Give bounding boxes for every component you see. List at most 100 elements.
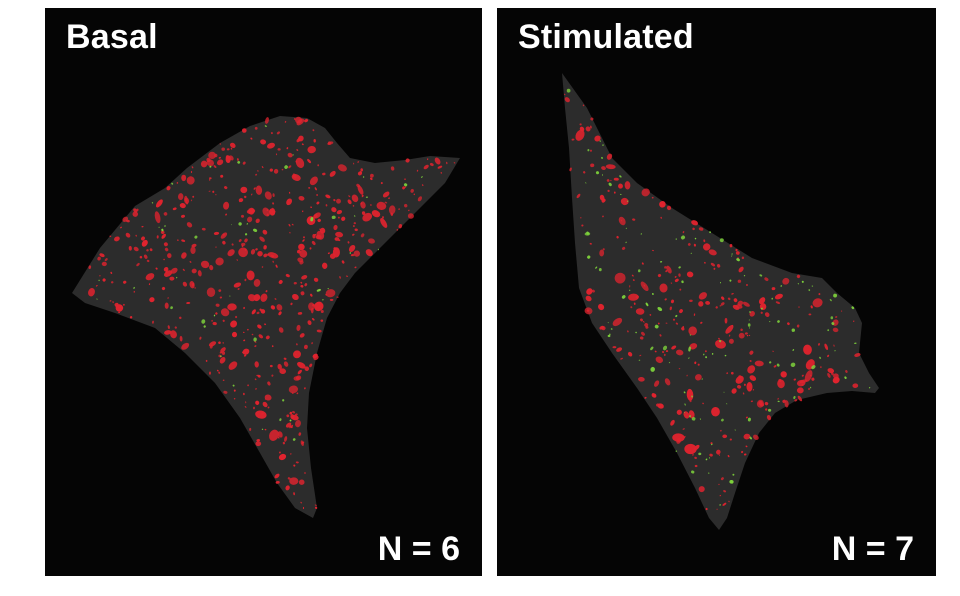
red-punctum	[407, 209, 410, 212]
red-punctum	[675, 349, 684, 356]
red-punctum	[259, 236, 265, 242]
red-punctum	[256, 438, 261, 442]
red-punctum	[262, 401, 268, 408]
red-punctum	[260, 139, 267, 145]
red-punctum	[718, 453, 721, 456]
red-punctum	[727, 297, 731, 301]
red-punctum	[774, 293, 783, 300]
green-punctum	[811, 365, 816, 370]
red-punctum	[356, 183, 361, 188]
green-punctum	[668, 361, 671, 364]
red-punctum	[236, 158, 239, 161]
red-punctum	[287, 477, 291, 480]
green-punctum	[608, 182, 612, 187]
red-punctum	[114, 236, 120, 242]
red-punctum	[206, 159, 214, 167]
red-punctum	[698, 486, 705, 493]
red-punctum	[693, 243, 697, 247]
green-punctum	[749, 327, 751, 329]
red-punctum	[242, 331, 245, 334]
red-punctum	[703, 243, 711, 251]
green-punctum	[790, 362, 796, 368]
red-punctum	[642, 320, 645, 323]
red-punctum	[317, 164, 320, 167]
red-punctum	[581, 224, 584, 227]
green-punctum	[362, 176, 365, 178]
red-punctum	[453, 162, 456, 164]
red-punctum	[620, 197, 629, 206]
red-punctum	[274, 473, 280, 479]
green-punctum	[771, 297, 773, 300]
red-punctum	[704, 350, 707, 353]
green-punctum	[777, 400, 780, 403]
green-punctum	[769, 361, 772, 364]
green-punctum	[780, 285, 782, 287]
red-punctum	[380, 218, 388, 228]
red-punctum	[731, 292, 734, 295]
red-punctum	[264, 191, 272, 200]
green-punctum	[769, 321, 771, 323]
green-punctum	[176, 276, 178, 279]
red-punctum	[325, 289, 336, 298]
red-punctum	[295, 375, 302, 381]
red-punctum	[255, 248, 258, 251]
sample-count-label: N = 7	[831, 530, 914, 568]
red-punctum	[262, 207, 271, 217]
red-punctum	[256, 374, 259, 377]
red-punctum	[348, 195, 351, 198]
red-punctum	[616, 235, 619, 239]
red-punctum	[290, 302, 293, 306]
green-punctum	[657, 306, 663, 312]
red-punctum	[220, 308, 230, 317]
red-punctum	[271, 345, 274, 348]
red-punctum	[705, 507, 708, 511]
green-punctum	[831, 322, 835, 326]
red-punctum	[633, 302, 636, 305]
red-punctum	[640, 281, 649, 292]
green-punctum	[736, 258, 740, 262]
red-punctum	[194, 287, 196, 289]
green-punctum	[844, 376, 847, 379]
red-punctum	[240, 214, 245, 218]
red-punctum	[746, 382, 753, 392]
green-punctum	[627, 200, 629, 202]
red-punctum	[288, 165, 292, 169]
red-punctum	[291, 426, 293, 429]
red-punctum	[189, 281, 195, 289]
red-punctum	[627, 293, 639, 301]
green-punctum	[793, 395, 796, 400]
red-punctum	[627, 351, 633, 357]
red-punctum	[354, 266, 357, 269]
red-punctum	[261, 266, 264, 268]
red-punctum	[167, 253, 172, 259]
red-punctum	[616, 347, 623, 352]
green-punctum	[587, 148, 590, 152]
red-punctum	[827, 372, 831, 378]
green-punctum	[809, 386, 812, 389]
red-punctum	[310, 206, 313, 208]
red-punctum	[272, 193, 275, 197]
red-punctum	[301, 143, 304, 146]
red-punctum	[243, 354, 247, 357]
red-punctum	[308, 302, 315, 311]
red-punctum	[246, 208, 256, 214]
green-punctum	[232, 384, 235, 387]
red-punctum	[190, 199, 193, 202]
red-punctum	[731, 324, 734, 327]
red-punctum	[682, 326, 685, 328]
red-punctum	[300, 291, 305, 296]
red-punctum	[293, 492, 295, 496]
red-punctum	[179, 316, 182, 320]
red-punctum	[257, 250, 263, 257]
green-punctum	[829, 298, 832, 302]
red-punctum	[223, 201, 230, 210]
red-punctum	[88, 265, 92, 269]
green-punctum	[264, 125, 267, 127]
red-punctum	[292, 293, 299, 301]
green-punctum	[377, 248, 379, 251]
red-punctum	[357, 185, 364, 195]
red-punctum	[112, 301, 114, 304]
red-punctum	[730, 371, 734, 375]
red-punctum	[231, 331, 238, 338]
red-punctum	[804, 370, 813, 382]
